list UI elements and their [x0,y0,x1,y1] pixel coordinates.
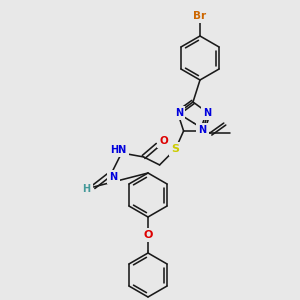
Text: N: N [198,125,206,135]
Text: N: N [203,108,211,118]
Text: O: O [159,136,168,146]
Text: S: S [172,144,180,154]
Text: H: H [82,184,91,194]
Text: O: O [143,230,153,240]
Text: HN: HN [110,145,127,155]
Text: N: N [175,108,183,118]
Text: Br: Br [194,11,207,21]
Text: N: N [110,172,118,182]
